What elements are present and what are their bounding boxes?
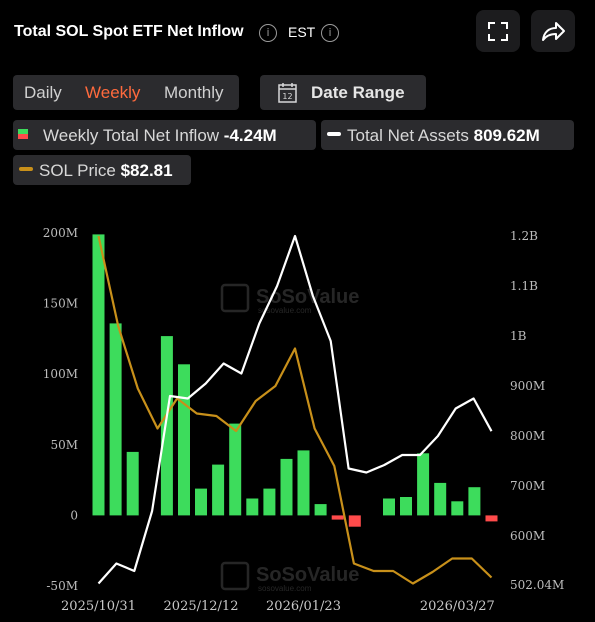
info-icon[interactable]: i: [259, 24, 277, 42]
inflow-bar: [178, 364, 190, 516]
legend-assets[interactable]: Total Net Assets 809.62M: [321, 120, 574, 150]
inflow-bar: [348, 515, 361, 527]
left-axis-tick-label: 50M: [50, 438, 78, 452]
price-swatch-icon: [19, 167, 33, 171]
net-inflow-chart: SoSoValuesosovalue.comSoSoValuesosovalue…: [43, 226, 564, 614]
calendar-icon-day: 12: [282, 92, 292, 101]
legend-price-label: SOL Price: [39, 161, 116, 180]
left-axis-tick-label: -50M: [46, 579, 78, 593]
watermark-brand: SoSoValue: [256, 286, 359, 308]
total-net-assets-line: [97, 234, 493, 585]
left-axis-tick-label: 150M: [43, 297, 78, 311]
tab-monthly[interactable]: Monthly: [164, 83, 224, 102]
legend-inflow-label: Weekly Total Net Inflow: [43, 126, 220, 145]
inflow-swatch-icon: [18, 129, 28, 139]
right-axis-tick-label: 600M: [510, 529, 545, 543]
right-axis-tick-label: 1.2B: [510, 229, 538, 243]
tab-weekly[interactable]: Weekly: [85, 83, 141, 102]
inflow-bar: [434, 482, 447, 516]
watermark-icon: [220, 561, 250, 591]
inflow-bar: [417, 453, 430, 516]
timezone-label: EST: [288, 24, 316, 40]
right-axis-tick-label: 1.1B: [510, 279, 538, 293]
calendar-icon: 12: [278, 83, 297, 103]
inflow-bar: [160, 336, 173, 516]
right-axis-tick-label: 1B: [510, 329, 527, 343]
legend-assets-label: Total Net Assets: [347, 126, 469, 145]
right-axis-tick-label: 502.04M: [510, 578, 564, 592]
inflow-bar: [331, 515, 344, 520]
x-axis-tick-label: 2025/12/12: [164, 599, 239, 614]
date-range-label: Date Range: [311, 83, 405, 102]
fullscreen-button[interactable]: [476, 10, 520, 52]
watermark-brand: SoSoValue: [256, 564, 359, 586]
inflow-bar: [297, 450, 310, 516]
interval-tabs: Daily Weekly Monthly: [13, 75, 239, 110]
inflow-bar: [109, 323, 122, 516]
right-axis-tick-label: 800M: [510, 429, 545, 443]
inflow-bar: [246, 498, 259, 516]
legend-inflow-value: -4.24M: [223, 126, 277, 145]
left-axis-tick-label: 200M: [43, 226, 78, 240]
right-axis-tick-label: 900M: [510, 379, 545, 393]
inflow-bar: [383, 498, 395, 516]
left-axis-tick-label: 100M: [43, 367, 78, 381]
legend-assets-value: 809.62M: [473, 126, 540, 145]
x-axis-tick-label: 2025/10/31: [61, 599, 136, 614]
inflow-bar: [314, 504, 327, 516]
inflow-bar: [212, 464, 225, 516]
watermark-url: sosovalue.com: [258, 306, 312, 315]
inflow-bar: [195, 488, 207, 516]
sol-price-line: [97, 235, 493, 585]
legend-price[interactable]: SOL Price $82.81: [13, 155, 191, 185]
share-icon: [542, 22, 565, 41]
inflow-bar: [280, 458, 293, 516]
inflow-bar: [229, 423, 242, 516]
x-axis-tick-label: 2026/01/23: [266, 599, 341, 614]
legend-inflow[interactable]: Weekly Total Net Inflow -4.24M: [13, 120, 316, 150]
inflow-bar: [126, 451, 139, 516]
inflow-bar: [485, 515, 498, 522]
watermark-url: sosovalue.com: [258, 584, 312, 593]
timezone-info-icon[interactable]: i: [321, 24, 339, 42]
tab-daily[interactable]: Daily: [24, 83, 62, 102]
x-axis-tick-label: 2026/03/27: [420, 599, 495, 614]
date-range-button[interactable]: 12 Date Range: [260, 75, 426, 110]
assets-swatch-icon: [327, 132, 341, 136]
title-row: Total SOL Spot ETF Net Inflow i EST i: [14, 18, 584, 58]
inflow-bar: [263, 488, 276, 516]
fullscreen-icon: [488, 22, 508, 41]
inflow-bar: [451, 501, 464, 516]
inflow-bar: [400, 497, 412, 516]
inflow-bar: [92, 234, 105, 516]
inflow-bar: [468, 487, 481, 516]
watermark-icon: [220, 283, 250, 313]
share-button[interactable]: [531, 10, 575, 52]
page-title: Total SOL Spot ETF Net Inflow: [14, 23, 244, 40]
legend-price-value: $82.81: [120, 161, 173, 180]
right-axis-tick-label: 700M: [510, 479, 545, 493]
left-axis-tick-label: 0: [70, 508, 78, 522]
